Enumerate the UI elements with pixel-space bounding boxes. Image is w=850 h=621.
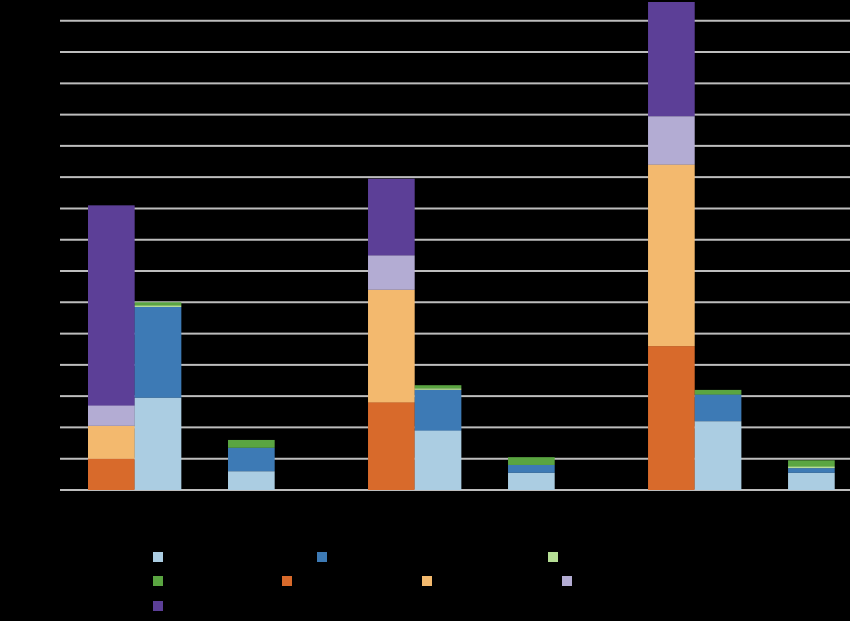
legend-swatch	[153, 576, 163, 586]
bar-segment	[368, 178, 415, 256]
bar-segment	[508, 472, 555, 490]
bar-segment	[694, 421, 742, 490]
bar-segment	[648, 164, 695, 347]
bar-segment	[134, 302, 182, 306]
bar-segment	[88, 405, 135, 426]
bar-segment	[788, 466, 835, 469]
legend-swatch	[153, 552, 163, 562]
legend-swatch	[422, 576, 432, 586]
bar-segment	[648, 116, 695, 165]
bar-segment	[368, 402, 415, 490]
legend-swatch	[317, 552, 327, 562]
bar-segment	[368, 289, 415, 403]
bar-segment	[134, 397, 182, 490]
bar-segment	[788, 472, 835, 490]
bar-segment	[228, 471, 275, 490]
bar-segment	[134, 307, 182, 398]
bar-segment	[414, 385, 462, 389]
bar-segment	[508, 457, 555, 465]
bar-segment	[228, 439, 275, 448]
bar-segment	[88, 458, 135, 490]
legend-swatch	[562, 576, 572, 586]
bar-segment	[88, 425, 135, 459]
bar-segment	[694, 394, 742, 422]
legend-swatch	[548, 552, 558, 562]
bar-segment	[414, 389, 462, 431]
bar-segment	[648, 2, 695, 117]
bar-segment	[368, 255, 415, 290]
bar-segment	[414, 430, 462, 490]
bar-segment	[508, 464, 555, 473]
legend-swatch	[153, 601, 163, 611]
bar-segment	[88, 205, 135, 406]
legend-swatch	[282, 576, 292, 586]
bar-segment	[788, 468, 835, 473]
bar-segment	[414, 388, 462, 390]
bar-segment	[648, 346, 695, 490]
bar-segment	[788, 460, 835, 467]
bar-segment	[134, 305, 182, 307]
bar-segment	[228, 447, 275, 472]
bar-segment	[694, 389, 742, 395]
